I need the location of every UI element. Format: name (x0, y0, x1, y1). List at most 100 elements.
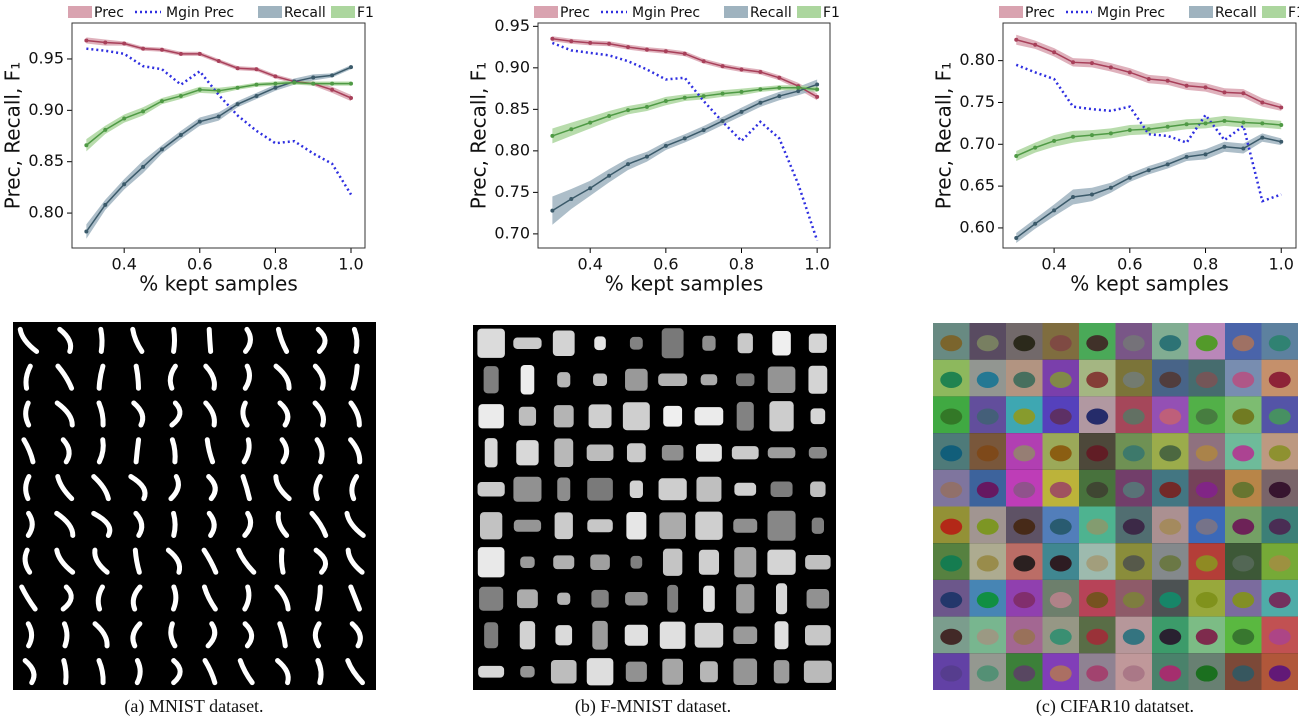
digit-stroke (23, 363, 33, 391)
y-tick-label: 0.75 (959, 92, 995, 111)
legend-label: Prec (1025, 5, 1055, 21)
garment (477, 482, 505, 497)
legend-swatch (258, 6, 282, 18)
digit-stroke (275, 658, 291, 686)
photo-object (1049, 592, 1072, 609)
garment (811, 517, 824, 534)
point (701, 94, 706, 99)
digit-stroke (171, 658, 183, 686)
point (141, 164, 146, 169)
photo-object (1195, 445, 1218, 462)
legend-label: Mgin Prec (1097, 5, 1165, 21)
digit-stroke (202, 658, 218, 686)
garment (769, 401, 794, 432)
point (1241, 91, 1246, 96)
photo-object (1232, 555, 1255, 572)
x-tick-label: 1.0 (338, 255, 363, 274)
digit-stroke (167, 363, 178, 391)
photo-object (1013, 592, 1036, 609)
y-tick-label: 0.80 (28, 203, 64, 222)
digit-stroke (171, 326, 178, 354)
digit-stroke (61, 658, 69, 686)
digit-stroke (96, 400, 106, 428)
digit-stroke (204, 437, 216, 465)
digit-stroke (313, 547, 329, 575)
garment (736, 401, 754, 431)
garment (479, 512, 503, 540)
point (159, 99, 164, 104)
point (550, 36, 555, 41)
point (682, 136, 687, 141)
point (1127, 128, 1132, 133)
point (550, 133, 555, 138)
point (141, 46, 146, 51)
x-tick-label: 1.0 (804, 255, 829, 274)
plot-frame (537, 22, 831, 249)
photo-object (1122, 408, 1145, 425)
garment (555, 625, 573, 646)
garment (806, 588, 830, 609)
digit-stroke (206, 326, 214, 354)
digit-stroke (55, 363, 75, 391)
legend-label: Recall (750, 5, 792, 21)
x-tick-label: 0.6 (187, 255, 212, 274)
photo-object (940, 665, 963, 682)
point (758, 69, 763, 74)
photo-object (1122, 592, 1145, 609)
photo-object (1268, 371, 1291, 388)
photo-object (1122, 371, 1145, 388)
point (122, 182, 127, 187)
photo-object (1122, 628, 1145, 645)
point (607, 113, 612, 118)
digit-stroke (315, 658, 324, 686)
point (644, 104, 649, 109)
photo-object (1086, 445, 1109, 462)
garment (625, 368, 648, 391)
point (349, 65, 354, 70)
garment (808, 365, 828, 394)
digit-stroke (96, 437, 106, 465)
garment (694, 407, 724, 426)
digit-stroke (91, 474, 111, 502)
digit-stroke (23, 400, 32, 428)
error-band (86, 37, 352, 102)
digit-stroke (169, 400, 183, 428)
garment (663, 405, 683, 427)
point (758, 100, 763, 105)
point (216, 114, 221, 119)
photo-object (1195, 555, 1218, 572)
digit-stroke (205, 621, 218, 649)
digit-stroke (348, 400, 362, 428)
photo-object (1195, 335, 1218, 352)
point (1222, 90, 1227, 95)
error-band (1016, 34, 1282, 111)
point (796, 89, 801, 94)
garment (519, 621, 536, 650)
photo-object (976, 628, 999, 645)
point (1184, 154, 1189, 159)
garment (520, 556, 535, 569)
point (1014, 37, 1019, 42)
garment (557, 372, 571, 388)
garment (557, 477, 571, 502)
caption: (b) F-MNIST dataset. (575, 696, 731, 717)
garment (624, 624, 648, 646)
point (292, 80, 297, 85)
point (330, 81, 335, 86)
y-axis-label: Prec, Recall, F₁ (1, 62, 25, 209)
digit-stroke (242, 510, 254, 538)
photo-object (940, 335, 963, 352)
garment (518, 406, 537, 426)
point (1071, 134, 1076, 139)
garment (622, 402, 650, 431)
point (588, 120, 593, 125)
photo-object (1268, 592, 1291, 609)
garment (733, 518, 758, 533)
garment (805, 555, 831, 570)
point (1260, 135, 1265, 140)
photo-object (1013, 628, 1036, 645)
digit-stroke (170, 584, 179, 612)
garment (478, 404, 504, 429)
digit-stroke (96, 658, 106, 686)
point (103, 202, 108, 207)
